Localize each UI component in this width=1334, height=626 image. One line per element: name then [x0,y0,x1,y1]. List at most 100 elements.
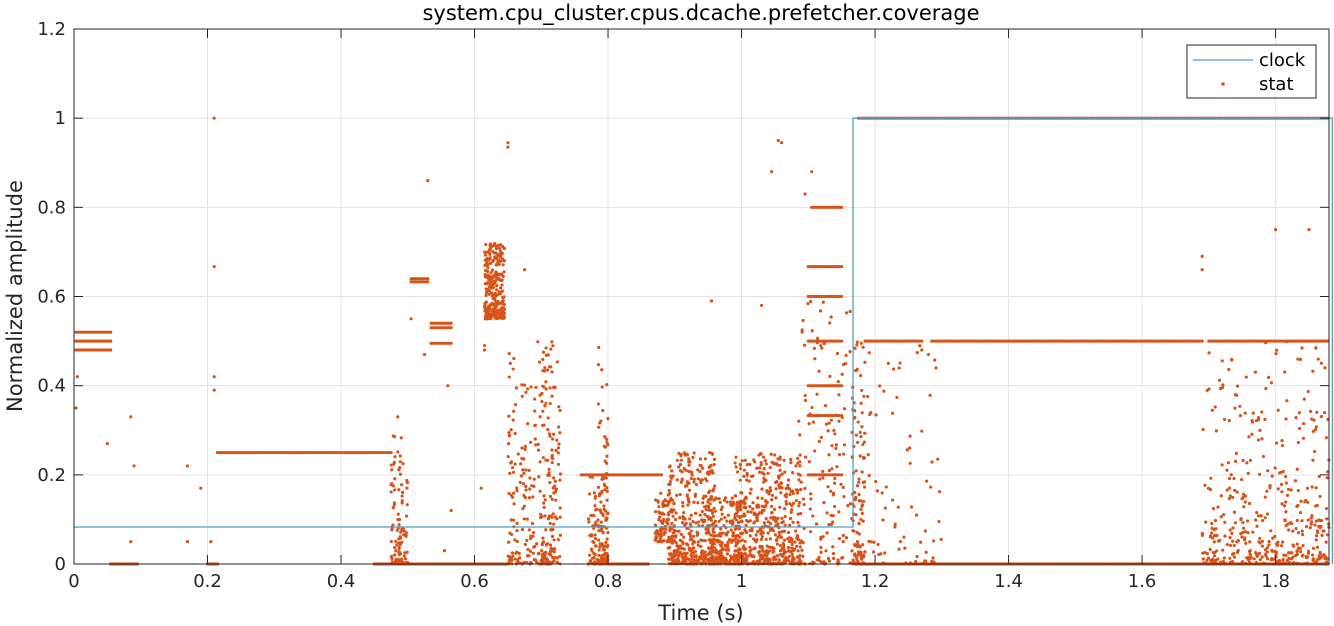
stat-point [709,451,714,455]
stat-point [494,263,499,267]
stat-point [726,513,730,517]
stat-point [812,346,816,351]
stat-point [1279,482,1284,487]
stat-point [1315,339,1319,343]
stat-point [737,520,741,525]
stat-point [404,532,408,537]
stat-point [1222,556,1226,560]
stat-point [871,550,876,554]
stat-point [445,321,449,325]
stat-point [774,462,779,466]
stat-point [438,321,442,325]
stat-point [1321,339,1326,343]
stat-point [542,501,546,505]
stat-point [858,454,862,458]
legend-box [1186,44,1317,99]
stat-point [898,539,902,544]
stat-point [851,558,855,562]
stat-point [592,491,596,495]
stat-point [855,340,859,344]
stat-point [842,407,847,411]
stat-point [542,385,546,389]
stat-point [734,465,738,469]
stat-point [841,485,845,489]
stat-point [691,455,695,460]
stat-point [707,490,711,495]
stat-point [1228,536,1232,540]
stat-point [853,552,857,556]
stat-point [1232,476,1236,481]
stat-point [826,339,830,343]
stat-point [788,516,793,521]
stat-point [680,555,684,559]
y-tick-label: 1 [55,108,66,129]
stat-point [511,367,515,371]
stat-point [808,294,813,299]
stat-point [1265,557,1270,561]
stat-point [735,533,740,537]
stat-point [1296,440,1300,445]
stat-point [1244,375,1248,379]
stat-point [777,476,781,480]
stat-point [657,518,661,522]
stat-point [541,456,545,460]
stat-point [552,476,556,480]
stat-point [1287,528,1291,532]
stat-point [670,469,674,473]
stat-point [548,521,552,525]
stat-point [1221,383,1225,387]
stat-point [557,405,561,409]
stat-point [692,451,696,455]
stat-point [771,529,775,533]
stat-point [400,557,404,561]
stat-point [786,530,791,535]
stat-point [502,259,507,263]
stat-point [850,549,854,553]
stat-point [1293,553,1298,558]
stat-point [494,311,498,315]
stat-point [660,539,664,543]
stat-point [766,520,770,524]
stat-point [690,549,694,553]
stat-point [1274,228,1278,232]
stat-point [512,502,516,506]
stat-point [507,430,511,435]
stat-point [783,523,787,527]
stat-point [861,499,866,503]
stat-point [490,301,494,305]
stat-point [808,265,813,269]
stat-point [1270,548,1274,552]
stat-point [670,521,674,526]
stat-point [693,561,697,566]
stat-point [484,316,488,320]
stat-point [798,545,802,549]
stat-point [521,468,525,472]
stat-point [253,450,257,455]
stat-point [487,278,491,282]
stat-point [761,549,765,553]
stat-point [750,527,754,531]
stat-point [1310,417,1314,421]
stat-point [795,544,799,548]
stat-point [1086,339,1090,343]
stat-point [488,274,492,278]
stat-point [551,555,555,560]
stat-point [821,300,825,304]
stat-point [1322,411,1327,415]
stat-point [852,529,856,533]
stat-point [1227,476,1232,481]
y-tick-label: 0.8 [37,197,66,218]
stat-point [617,473,621,477]
stat-point [809,492,813,496]
stat-point [822,294,826,299]
stat-point [828,265,833,269]
stat-point [586,517,591,521]
stat-point [1212,554,1217,558]
stat-point [874,413,878,417]
stat-point [757,511,762,515]
stat-point [449,321,453,325]
stat-point [1077,339,1081,343]
stat-point [653,498,658,502]
stat-point [996,339,1000,343]
